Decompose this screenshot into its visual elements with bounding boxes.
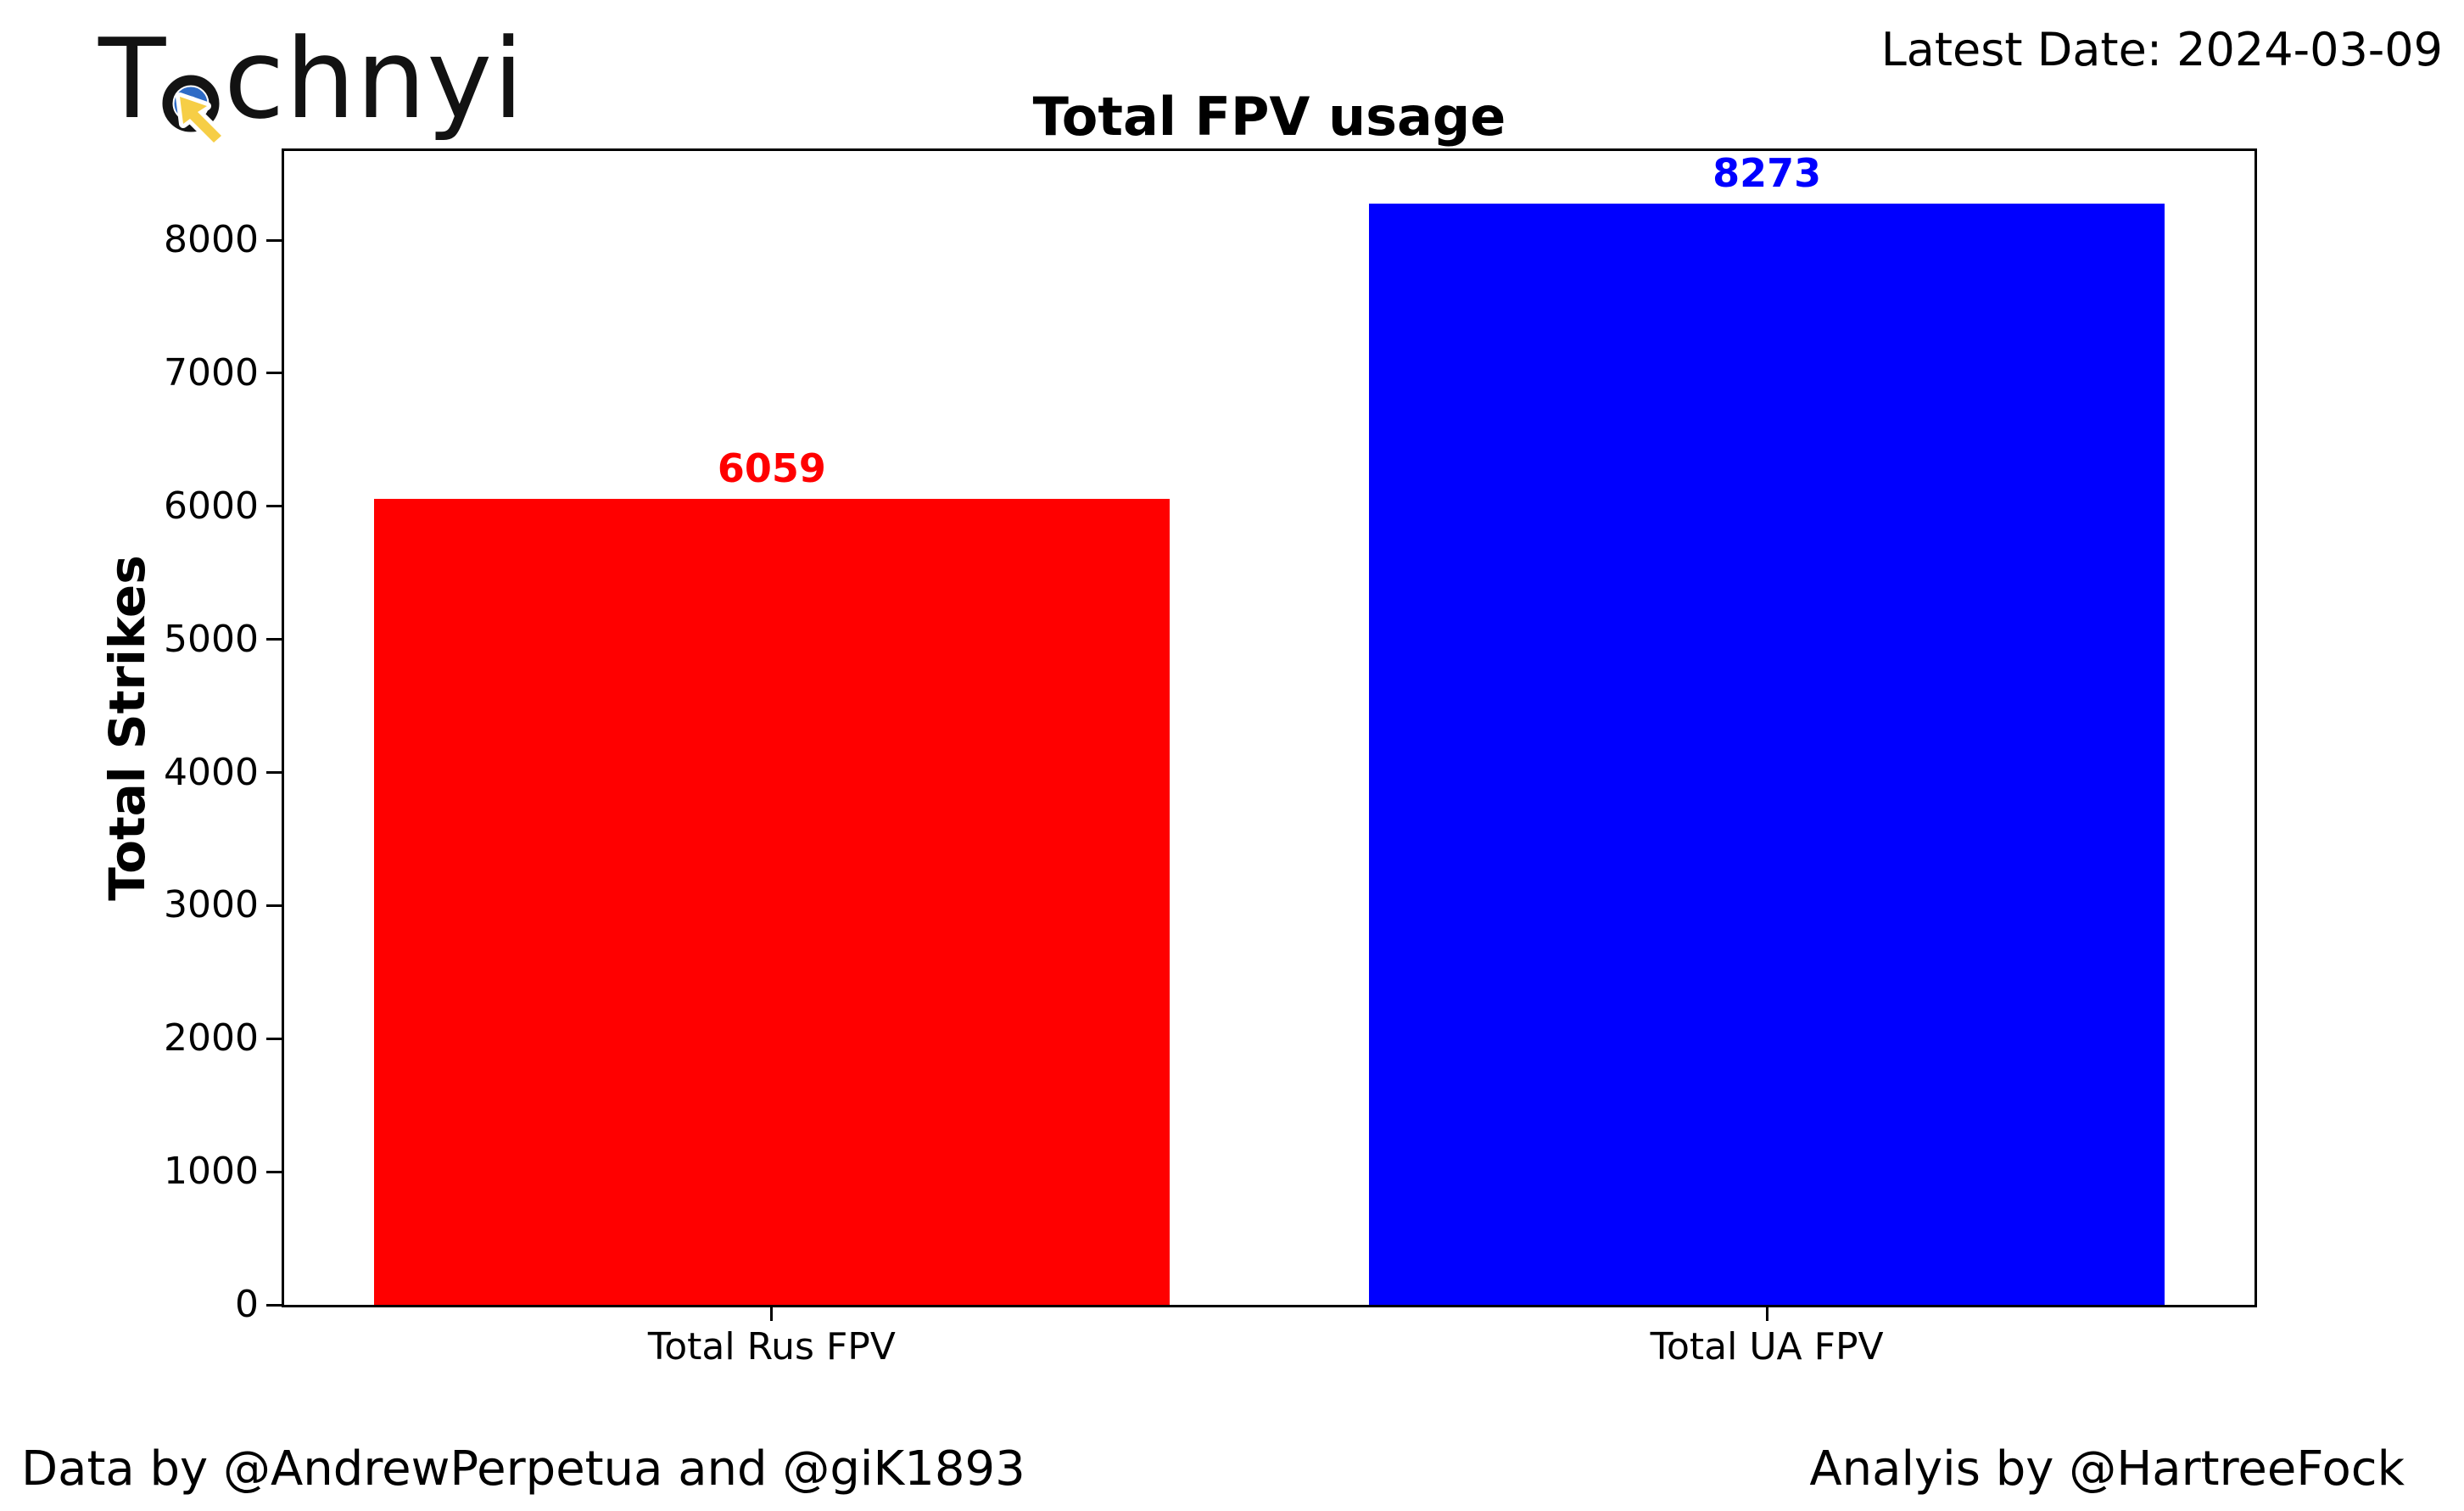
y-tick-mark [266,904,282,907]
y-tick-mark [266,238,282,242]
bar-value-label: 8273 [1713,150,1822,197]
chart-title: Total FPV usage [1032,86,1506,148]
y-tick-mark [266,638,282,641]
y-tick-mark [266,372,282,375]
y-tick-mark [266,771,282,775]
y-tick-label: 2000 [164,1016,259,1060]
y-tick-mark [266,505,282,508]
y-tick-label: 4000 [164,750,259,794]
analysis-credit: Analyis by @HartreeFock [1809,1441,2405,1497]
y-tick-label: 8000 [164,218,259,262]
x-tick-label-total-rus-fpv: Total Rus FPV [647,1325,896,1368]
x-tick-mark [1765,1307,1768,1321]
cursor-target-icon [162,75,226,147]
y-tick-label: 1000 [164,1150,259,1194]
y-tick-mark [266,1303,282,1307]
y-tick-mark [266,1170,282,1173]
plot-area: 6059 8273 [282,148,2257,1307]
y-tick-label: 7000 [164,350,259,395]
y-tick-label: 6000 [164,484,259,528]
x-tick-mark [770,1307,774,1321]
bar-value-label: 6059 [717,445,826,491]
y-tick-label: 3000 [164,883,259,927]
latest-date-label: Latest Date: 2024-03-09 [1880,23,2443,76]
logo-letters-chnyi: chnyi [224,14,525,143]
bar-total-ua-fpv [1368,204,2165,1305]
data-credit: Data by @AndrewPerpetua and @giK1893 [21,1441,1025,1497]
x-tick-label-total-ua-fpv: Total UA FPV [1650,1325,1884,1368]
y-tick-label: 0 [235,1283,259,1326]
bar-total-rus-fpv [373,498,1171,1305]
y-tick-label: 5000 [164,617,259,661]
logo-letter-t: T [98,14,167,143]
y-tick-mark [266,1037,282,1040]
